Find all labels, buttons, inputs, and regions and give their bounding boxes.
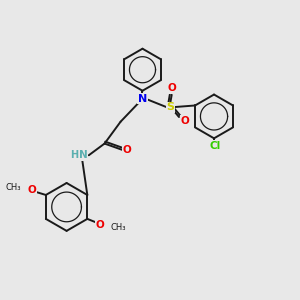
Text: Cl: Cl <box>210 141 221 151</box>
Text: O: O <box>95 220 104 230</box>
Text: N: N <box>79 150 88 160</box>
Text: CH₃: CH₃ <box>111 223 126 232</box>
Text: CH₃: CH₃ <box>5 183 21 192</box>
Text: N: N <box>138 94 147 104</box>
Text: H: H <box>70 150 78 160</box>
Text: S: S <box>166 102 174 112</box>
Text: O: O <box>28 185 36 195</box>
Text: O: O <box>167 83 176 93</box>
Text: O: O <box>181 116 190 126</box>
Text: O: O <box>122 145 131 155</box>
